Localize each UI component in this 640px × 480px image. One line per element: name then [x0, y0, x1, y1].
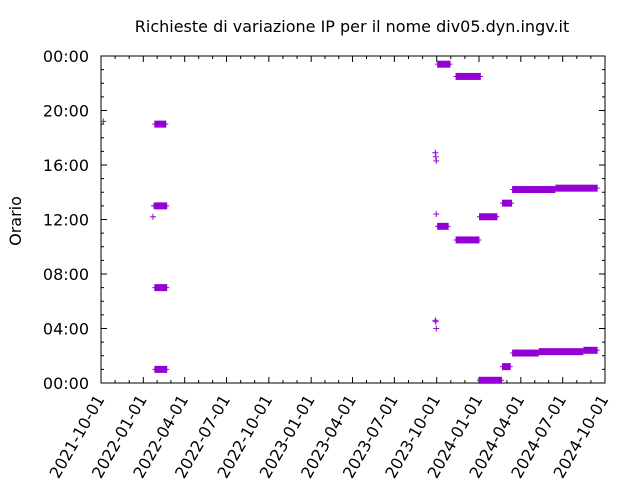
y-tick-label: 08:00 [43, 265, 89, 284]
data-marks [100, 60, 600, 384]
y-axis-label: Orario [6, 196, 25, 246]
y-tick-label: 04:00 [43, 320, 89, 339]
x-axis: 2021-10-012022-01-012022-04-012022-07-01… [46, 56, 612, 480]
y-axis: 00:00 04:00 08:00 12:00 16:00 20:00 00:00 [43, 47, 605, 393]
data-point [433, 157, 440, 164]
y-tick-label: 16:00 [43, 156, 89, 175]
y-tick-label: 00:00 [43, 47, 89, 66]
data-point [432, 318, 439, 325]
chart-title: Richieste di variazione IP per il nome d… [135, 17, 570, 36]
data-point [100, 118, 107, 125]
y-tick-label: 20:00 [43, 102, 89, 121]
plot-frame [100, 55, 606, 384]
data-point [433, 325, 440, 332]
data-point [433, 211, 440, 218]
y-tick-label: 00:00 [43, 374, 89, 393]
y-tick-label: 12:00 [43, 211, 89, 230]
data-point [149, 213, 156, 220]
data-point [150, 202, 157, 209]
